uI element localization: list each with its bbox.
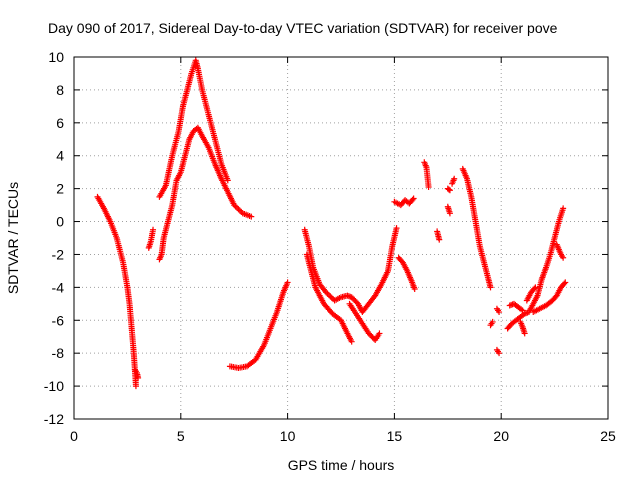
data-point-arc-25 <box>561 280 568 287</box>
y-tick-label: 6 <box>56 115 64 131</box>
data-point-arc-19 <box>496 309 503 316</box>
y-tick-label: 2 <box>56 181 64 197</box>
plot-frame <box>73 56 609 420</box>
data-point-arc-18 <box>489 318 496 325</box>
y-tick-label: 8 <box>56 82 64 98</box>
data-point-arc-15 <box>451 175 458 182</box>
data-point-arc-24 <box>532 284 539 291</box>
y-tick-label: 10 <box>48 49 64 65</box>
data-point-arc-14 <box>445 186 452 193</box>
x-tick-label: 10 <box>280 428 296 444</box>
y-tick-label: -12 <box>44 411 64 427</box>
data-point-arc-25 <box>562 279 569 286</box>
x-tick-label: 25 <box>600 428 616 444</box>
y-tick-label: -10 <box>44 378 64 394</box>
data-point-arc-4 <box>235 206 242 213</box>
data-point-arc-14 <box>446 187 453 194</box>
data-point-arc-6 <box>284 279 291 286</box>
y-tick-label: 0 <box>56 214 64 230</box>
x-tick-label: 0 <box>70 428 78 444</box>
data-point-arc-26 <box>560 254 567 261</box>
data-point-arc-5 <box>224 177 231 184</box>
data-point-arc-7 <box>325 292 332 299</box>
data-point-arc-20 <box>496 350 503 357</box>
x-tick-label: 20 <box>493 428 509 444</box>
y-tick-labels: -12 -10 -8 -6 -4 -2 0 2 4 6 8 10 <box>44 49 64 427</box>
data-point-arc-4 <box>248 213 255 220</box>
data-point-arc-21 <box>560 205 567 212</box>
y-tick-label: -8 <box>52 345 65 361</box>
data-point-arc-12 <box>425 183 432 190</box>
data-point-arc-17 <box>487 284 494 291</box>
x-tick-label: 15 <box>387 428 403 444</box>
y-tick-label: -6 <box>52 312 65 328</box>
y-axis-label: SDTVAR / TECUs <box>5 182 21 294</box>
data-point-arc-13 <box>436 236 443 243</box>
data-points <box>94 57 569 390</box>
data-point-arc-10 <box>409 196 416 203</box>
data-point-arc-24 <box>531 285 538 292</box>
x-tick-labels: 0 5 10 15 20 25 <box>70 428 616 444</box>
y-tick-label: 4 <box>56 148 64 164</box>
y-tick-label: -4 <box>52 279 65 295</box>
data-point-arc-8 <box>348 338 355 345</box>
data-point-arc-3 <box>150 226 157 233</box>
data-point-arc-22 <box>519 307 526 314</box>
data-point-arc-7 <box>393 225 400 232</box>
data-point-arc-4 <box>234 204 241 211</box>
data-point-arc-16 <box>446 210 453 217</box>
x-axis-label: GPS time / hours <box>288 457 395 473</box>
data-point-arc-7 <box>371 293 378 300</box>
data-point-arc-10 <box>410 195 417 202</box>
chart-title: Day 090 of 2017, Sidereal Day-to-day VTE… <box>48 20 558 36</box>
data-point-arc-2 <box>135 374 142 381</box>
data-point-arc-7 <box>327 293 334 300</box>
data-point-arc-9 <box>376 330 383 337</box>
y-tick-label: -2 <box>52 246 65 262</box>
data-point-arc-4 <box>236 207 243 214</box>
data-point-arc-11 <box>411 286 418 293</box>
data-point-arc-1 <box>132 383 139 390</box>
data-point-arc-23 <box>521 330 528 337</box>
x-tick-label: 5 <box>177 428 185 444</box>
